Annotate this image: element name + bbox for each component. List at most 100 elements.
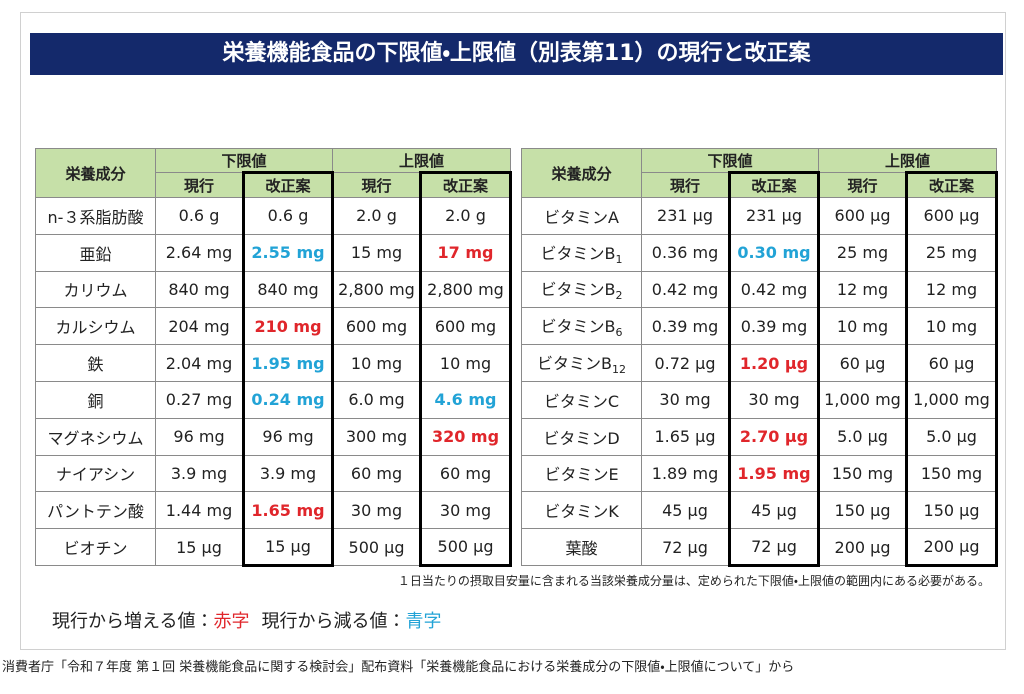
value-cell: 500 μg bbox=[419, 528, 512, 567]
legend-label: 現行から減る値： bbox=[261, 611, 406, 632]
value-cell: 60 μg bbox=[818, 344, 907, 382]
header-group: 上限値 bbox=[818, 148, 997, 173]
value-cell: 1,000 mg bbox=[818, 380, 907, 419]
header-row: 現行 改正案 現行 改正案 bbox=[36, 171, 512, 198]
value-cell: 1.95 mg bbox=[728, 454, 820, 493]
value-cell: 10 mg bbox=[419, 344, 512, 382]
slide-title: 栄養機能食品の下限値・上限値（別表第11）の現行と改正案 bbox=[30, 33, 1003, 75]
header-sub: 改正案 bbox=[419, 171, 512, 198]
value-cell: 30 mg bbox=[728, 380, 820, 419]
value-cell: 15 μg bbox=[155, 528, 244, 566]
value-cell: 2.04 mg bbox=[155, 344, 244, 382]
data-row: ビタミンA 231 μg 231 μg 600 μg 600 μg bbox=[521, 197, 998, 235]
value-cell: 1,000 mg bbox=[905, 380, 998, 419]
value-cell: 231 μg bbox=[641, 197, 730, 235]
value-cell: 600 mg bbox=[332, 307, 421, 346]
header-row: 現行 改正案 現行 改正案 bbox=[522, 171, 998, 198]
value-cell: 200 μg bbox=[905, 528, 998, 567]
header-sub: 改正案 bbox=[728, 171, 820, 198]
value-cell: 0.72 μg bbox=[641, 344, 730, 382]
value-cell: 10 mg bbox=[818, 307, 907, 346]
value-cell: 5.0 μg bbox=[818, 417, 907, 456]
value-cell: 0.39 mg bbox=[641, 307, 730, 346]
value-cell: 600 mg bbox=[419, 307, 512, 346]
value-cell: 3.9 mg bbox=[155, 454, 244, 493]
value-cell: 2.0 g bbox=[419, 197, 512, 235]
value-cell: 0.30 mg bbox=[728, 233, 820, 272]
subscript: 6 bbox=[615, 326, 623, 340]
value-cell: 30 mg bbox=[641, 380, 730, 419]
footnote: １日当たりの摂取目安量に含まれる当該栄養成分量は、定められた下限値・上限値の範囲… bbox=[397, 574, 990, 588]
data-row: ビタミンC 30 mg 30 mg 1,000 mg 1,000 mg bbox=[521, 380, 998, 419]
value-cell: 30 mg bbox=[419, 491, 512, 530]
cell-text: ビタミンB bbox=[540, 280, 616, 300]
nutrient-name: ビタミンB12 bbox=[521, 344, 642, 382]
data-row: ビタミンE 1.89 mg 1.95 mg 150 mg 150 mg bbox=[521, 454, 998, 493]
value-cell: 72 μg bbox=[728, 528, 820, 567]
value-cell: 25 mg bbox=[818, 233, 907, 272]
nutrient-name: ビタミンB1 bbox=[521, 233, 642, 272]
value-cell: 0.6 g bbox=[155, 197, 244, 235]
value-cell: 2.55 mg bbox=[242, 233, 334, 272]
value-cell: 1.65 μg bbox=[641, 417, 730, 456]
value-cell: 60 μg bbox=[905, 344, 998, 382]
header-row: 栄養成分 下限値 上限値 bbox=[35, 148, 511, 198]
nutrient-table: 栄養成分 下限値 上限値 現行 改正案 現行 改正案 n-３系脂肪酸 0.6 g 0.6 g 2.0… bbox=[35, 148, 512, 567]
header-row: 栄養成分 下限値 上限値 bbox=[521, 148, 997, 198]
data-row: ナイアシン 3.9 mg 3.9 mg 60 mg 60 mg bbox=[35, 454, 512, 493]
cell-text: 0.24 mg bbox=[251, 390, 325, 410]
value-cell: 17 mg bbox=[419, 233, 512, 272]
cell-text: 4.6 mg bbox=[434, 390, 497, 410]
slide-frame bbox=[20, 12, 1006, 650]
cell-text: ビタミンB bbox=[540, 317, 616, 337]
data-row: マグネシウム 96 mg 96 mg 300 mg 320 mg bbox=[35, 417, 512, 456]
nutrient-table: 栄養成分 下限値 上限値 現行 改正案 現行 改正案 ビタミンA 231 μg 231 μg 600… bbox=[521, 148, 998, 567]
value-cell: 0.42 mg bbox=[728, 270, 820, 309]
nutrient-name: ビタミンB6 bbox=[521, 307, 642, 346]
data-row: 亜鉛 2.64 mg 2.55 mg 15 mg 17 mg bbox=[35, 233, 512, 272]
value-cell: 600 μg bbox=[905, 197, 998, 235]
value-cell: 72 μg bbox=[641, 528, 730, 566]
header-group: 下限値 bbox=[641, 148, 819, 173]
subscript: 1 bbox=[615, 252, 623, 266]
value-cell: 1.20 μg bbox=[728, 344, 820, 382]
value-cell: 1.89 mg bbox=[641, 454, 730, 493]
subscript: 12 bbox=[611, 363, 626, 377]
header-sub: 現行 bbox=[818, 172, 907, 198]
value-cell: 0.36 mg bbox=[641, 233, 730, 272]
value-cell: 45 μg bbox=[641, 491, 730, 530]
nutrient-name: マグネシウム bbox=[35, 417, 156, 456]
value-cell: 10 mg bbox=[905, 307, 998, 346]
nutrient-name: 亜鉛 bbox=[35, 233, 156, 272]
data-row: ビタミンB6 0.39 mg 0.39 mg 10 mg 10 mg bbox=[521, 307, 998, 346]
cell-text: 1.65 mg bbox=[251, 500, 325, 520]
value-cell: 0.24 mg bbox=[242, 380, 334, 419]
legend-value: 赤字 bbox=[213, 611, 250, 632]
value-cell: 96 mg bbox=[155, 417, 244, 456]
value-cell: 15 mg bbox=[332, 233, 421, 272]
value-cell: 2,800 mg bbox=[419, 270, 512, 309]
value-cell: 600 μg bbox=[818, 197, 907, 235]
value-cell: 500 μg bbox=[332, 528, 421, 566]
value-cell: 0.27 mg bbox=[155, 380, 244, 419]
cell-text: 0.30 mg bbox=[737, 243, 811, 263]
nutrient-name: n-３系脂肪酸 bbox=[35, 197, 156, 235]
data-row: カルシウム 204 mg 210 mg 600 mg 600 mg bbox=[35, 307, 512, 346]
header-group: 下限値 bbox=[155, 148, 333, 173]
legend-value: 青字 bbox=[405, 611, 442, 632]
value-cell: 320 mg bbox=[419, 417, 512, 456]
header-sub: 改正案 bbox=[905, 171, 998, 198]
value-cell: 150 μg bbox=[818, 491, 907, 530]
nutrient-name: ビタミンB2 bbox=[521, 270, 642, 309]
legend: 現行から増える値：赤字 現行から減る値：青字 bbox=[52, 607, 453, 633]
cell-text: 1.20 μg bbox=[739, 353, 809, 373]
cell-text: 320 mg bbox=[431, 427, 500, 447]
value-cell: 840 mg bbox=[242, 270, 334, 309]
value-cell: 1.65 mg bbox=[242, 491, 334, 530]
value-cell: 25 mg bbox=[905, 233, 998, 272]
header-sub: 現行 bbox=[332, 172, 421, 198]
header-sub: 現行 bbox=[155, 172, 244, 198]
value-cell: 0.6 g bbox=[242, 197, 334, 235]
value-cell: 45 μg bbox=[728, 491, 820, 530]
value-cell: 1.44 mg bbox=[155, 491, 244, 530]
